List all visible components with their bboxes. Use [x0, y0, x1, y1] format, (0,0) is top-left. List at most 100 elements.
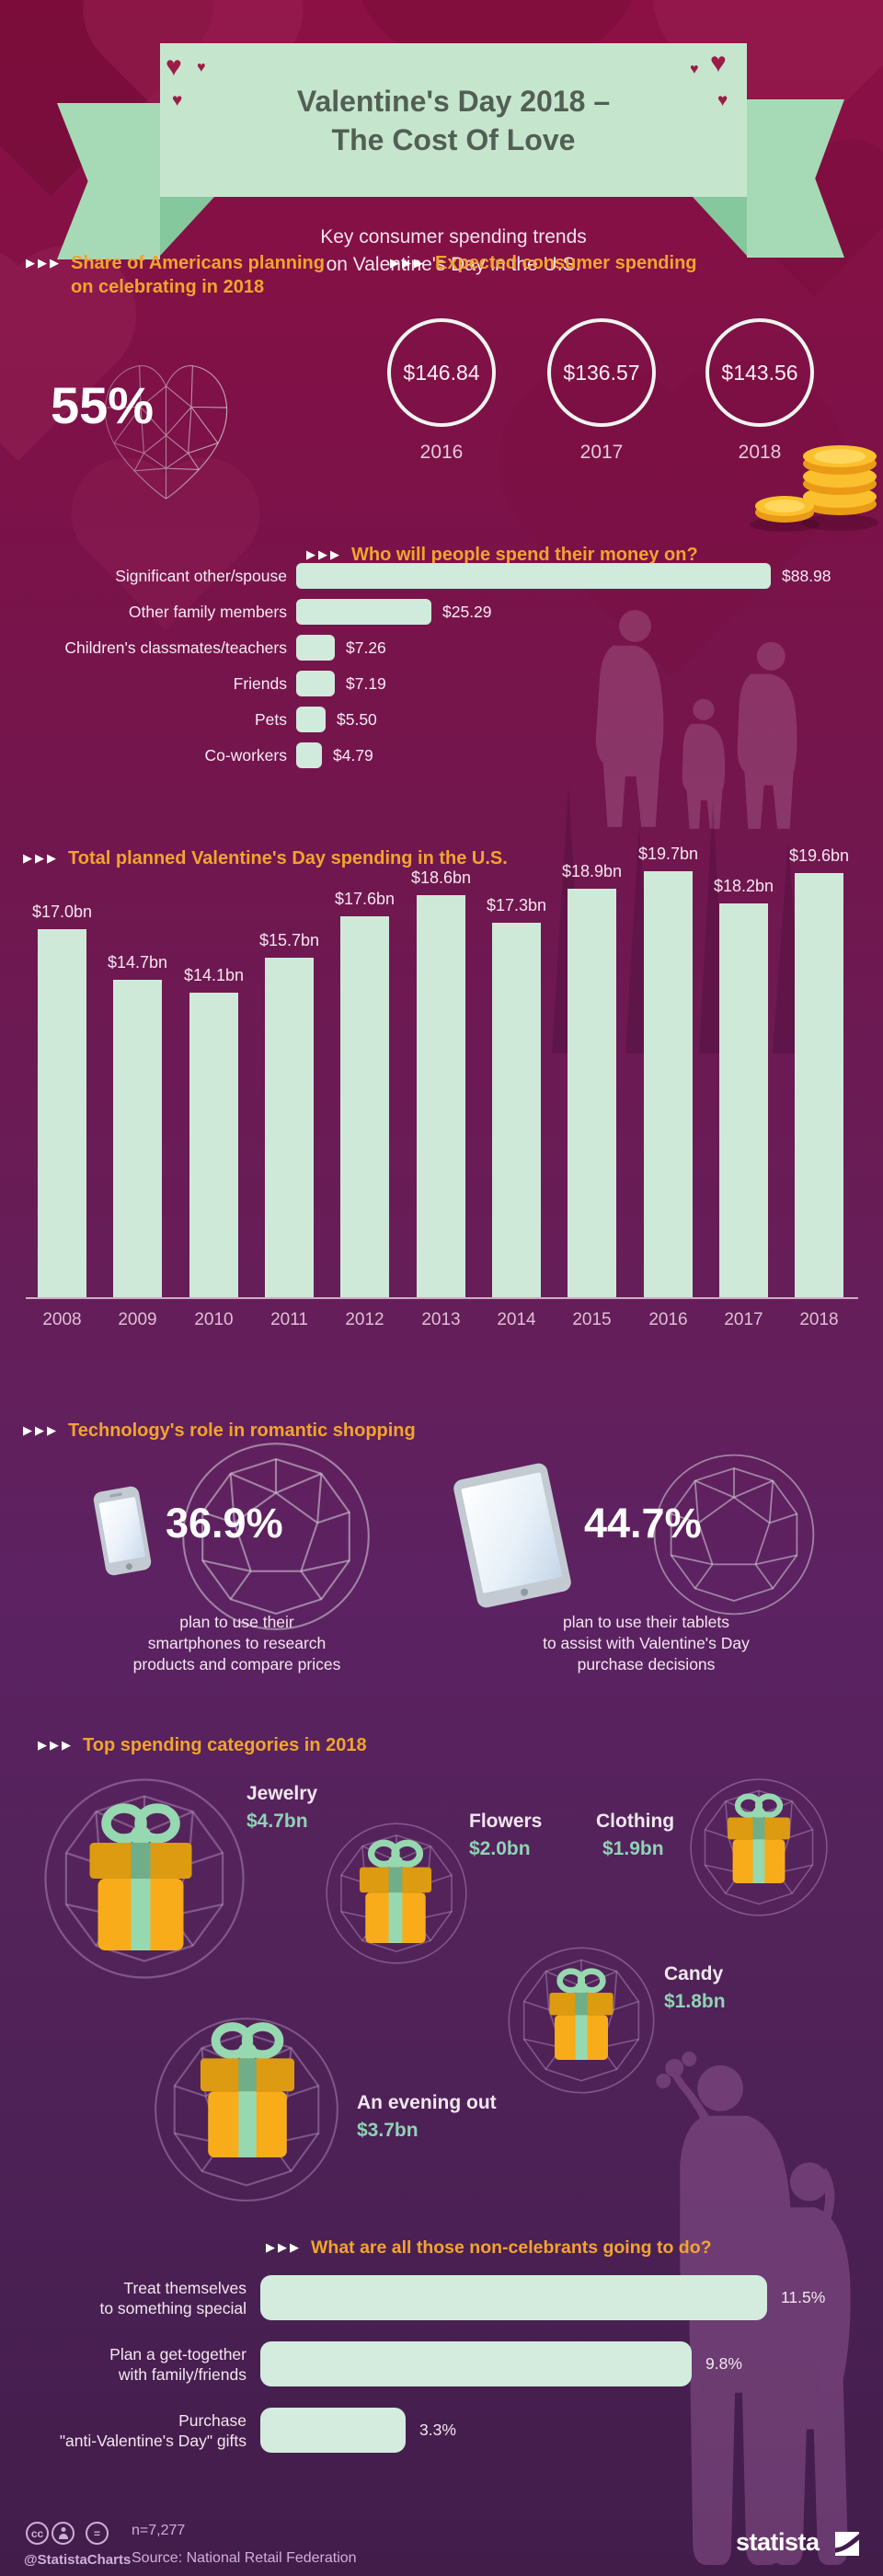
bar-2018: $19.6bn: [789, 846, 849, 1297]
year-tick: 2012: [345, 1310, 384, 1329]
sample-size: n=7,277: [132, 2523, 186, 2538]
heart-icon: ♥: [710, 48, 727, 78]
spending-circle-2017: $136.57: [547, 318, 656, 427]
bar-2011: $15.7bn: [259, 931, 319, 1297]
category-value: $2.0bn: [469, 1838, 531, 1859]
tablet-caption: plan to use their tablets to assist with…: [543, 1613, 750, 1673]
chart-row: Significant other/spouse $88.98: [0, 563, 883, 589]
cc-attribution-icon: [52, 2522, 75, 2545]
total-spending-chart: $17.0bn $14.7bn $14.1bn $15.7bn $17.6bn …: [0, 845, 883, 1299]
bar-2008: $17.0bn: [32, 903, 92, 1297]
section-heading-money-on: ▶▶▶ Who will people spend their money on?: [306, 545, 698, 565]
statista-handle[interactable]: @StatistaCharts: [24, 2552, 132, 2568]
triple-chevron-icon: ▶▶▶: [23, 851, 59, 865]
triple-chevron-icon: ▶▶▶: [26, 256, 62, 270]
row-label: Other family members: [128, 602, 287, 621]
row-label: Pets: [254, 709, 287, 729]
bar: [296, 742, 322, 768]
row-value: 3.3%: [419, 2421, 456, 2439]
category-label: Clothing: [596, 1811, 675, 1832]
year-tick: 2008: [42, 1310, 82, 1329]
year-tick: 2016: [648, 1310, 688, 1329]
coins-illustration: [750, 445, 878, 532]
gift-box-candy: [549, 1968, 614, 2060]
year-tick: 2015: [572, 1310, 612, 1329]
smartphone-icon: [92, 1485, 153, 1577]
smartphone-percentage: 36.9%: [166, 1500, 283, 1547]
wireframe-heart-illustration: [104, 365, 228, 500]
smartphone-caption: plan to use their smartphones to researc…: [132, 1613, 341, 1673]
tablet-icon: [452, 1461, 573, 1610]
bar: [260, 2275, 767, 2320]
category-label: An evening out: [357, 2092, 497, 2113]
tablet-percentage: 44.7%: [584, 1500, 702, 1547]
category-label: Jewelry: [247, 1783, 318, 1804]
non-celebrants-chart: Treat themselves to something special 11…: [0, 2275, 883, 2453]
chart-row: Pets $5.50: [0, 707, 883, 732]
bar: [260, 2341, 692, 2386]
row-label: Treat themselves to something special: [99, 2278, 247, 2317]
year-tick: 2009: [118, 1310, 157, 1329]
row-value: $25.29: [442, 602, 492, 621]
row-label: Co-workers: [204, 745, 287, 765]
spending-circle-2016: $146.84: [387, 318, 496, 427]
year-tick: 2010: [194, 1310, 234, 1329]
statista-logo-mark: [835, 2532, 859, 2556]
row-label: Purchase "anti-Valentine's Day" gifts: [59, 2410, 247, 2450]
category-label: Flowers: [469, 1811, 543, 1832]
section-heading-technology: ▶▶▶ Technology's role in romantic shoppin…: [23, 1420, 416, 1441]
bar-2012: $17.6bn: [335, 890, 395, 1297]
ribbon-fold-left: [160, 197, 214, 256]
triple-chevron-icon: ▶▶▶: [306, 547, 342, 561]
cc-license-icon: cc: [26, 2522, 49, 2545]
category-label: Candy: [664, 1963, 724, 1984]
section-heading-total-spending: ▶▶▶ Total planned Valentine's Day spendin…: [23, 848, 508, 868]
bar: [296, 635, 335, 661]
category-value: $3.7bn: [357, 2120, 419, 2141]
chart-row: Purchase "anti-Valentine's Day" gifts 3.…: [0, 2408, 883, 2453]
ribbon-tail-left: [57, 103, 160, 259]
triple-chevron-icon: ▶▶▶: [23, 1423, 59, 1437]
year-tick: 2014: [497, 1310, 536, 1329]
bar-2013: $18.6bn: [411, 868, 471, 1297]
row-label: Significant other/spouse: [115, 566, 287, 585]
couple-silhouette: [656, 2051, 851, 2566]
bar-2014: $17.3bn: [487, 896, 546, 1297]
chart-row: Children's classmates/teachers $7.26: [0, 635, 883, 661]
row-value: $7.19: [346, 673, 386, 693]
year-tick: 2011: [270, 1310, 308, 1329]
gift-box-evening-out: [200, 2022, 295, 2157]
row-label: Plan a get-together with family/friends: [109, 2344, 247, 2384]
row-value: $7.26: [346, 638, 386, 657]
section-heading-non-celebrants: ▶▶▶ What are all those non-celebrants goi…: [266, 2237, 712, 2258]
page-subtitle: Key consumer spending trends on Valentin…: [320, 226, 587, 275]
statista-logo[interactable]: statista: [736, 2528, 820, 2556]
row-label: Children's classmates/teachers: [64, 638, 287, 657]
x-axis-labels: 2008 2009 2010 2011 2012 2013 2014 2015 …: [0, 1310, 883, 1332]
chart-row: Co-workers $4.79: [0, 742, 883, 768]
chart-row: Plan a get-together with family/friends …: [0, 2341, 883, 2386]
page-title: Valentine's Day 2018 – The Cost Of Love: [296, 84, 611, 156]
title-banner: Valentine's Day 2018 – The Cost Of Love: [160, 43, 747, 197]
row-value: 11.5%: [781, 2288, 826, 2306]
triple-chevron-icon: ▶▶▶: [38, 1738, 74, 1752]
row-value: $4.79: [333, 745, 373, 765]
bar-2015: $18.9bn: [562, 862, 622, 1297]
heart-icon: ♥: [690, 62, 699, 77]
year-tick: 2018: [799, 1310, 839, 1329]
ribbon-fold-right: [693, 197, 747, 256]
x-axis-line: [26, 1297, 858, 1299]
year-tick: 2017: [724, 1310, 763, 1329]
circle-year-label: 2016: [419, 442, 464, 463]
heart-icon: ♥: [197, 60, 206, 75]
family-silhouette: [595, 610, 797, 829]
row-label: Friends: [233, 673, 287, 693]
source-note: Source: National Retail Federation: [132, 2550, 357, 2566]
bar: [260, 2408, 406, 2453]
circle-year-label: 2018: [738, 442, 782, 463]
heart-icon: ♥: [166, 52, 182, 82]
share-value: 55%: [51, 376, 155, 434]
bar: [296, 599, 431, 625]
chart-row: Treat themselves to something special 11…: [0, 2275, 883, 2320]
